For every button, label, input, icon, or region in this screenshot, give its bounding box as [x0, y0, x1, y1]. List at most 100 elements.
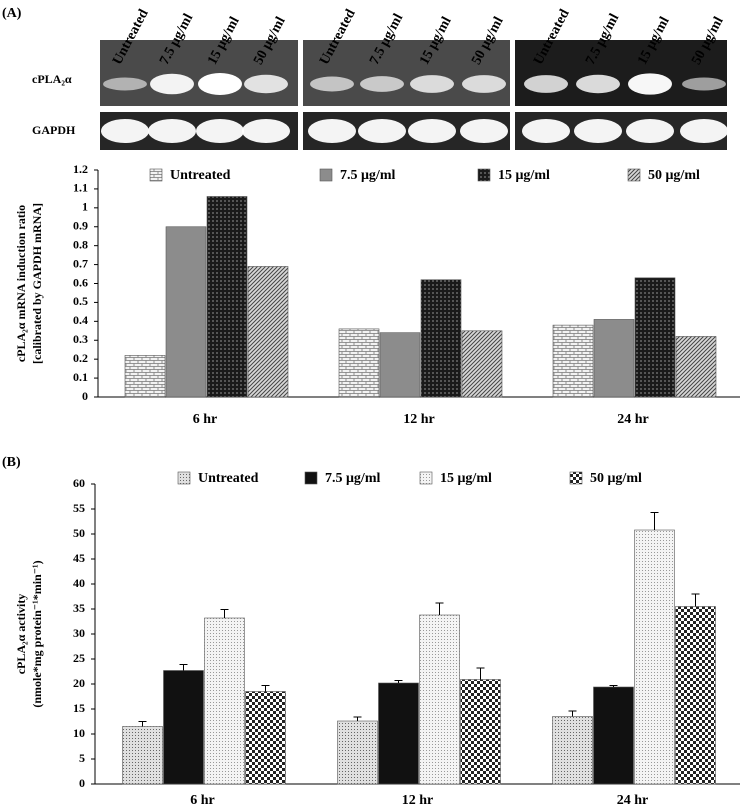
error-bar	[435, 602, 444, 615]
y-tick-label: 0	[82, 389, 88, 403]
y-tick-label: 55	[73, 501, 85, 515]
bar	[337, 720, 378, 785]
gel-band	[310, 76, 354, 92]
gel-band	[101, 119, 149, 143]
gel-band	[462, 75, 506, 93]
bar	[420, 279, 462, 398]
error-bar	[476, 667, 485, 680]
y-tick-label: 35	[73, 601, 85, 615]
bar	[552, 716, 593, 785]
gel-band	[576, 74, 620, 94]
bar	[593, 319, 635, 398]
y-tick-label: 0.5	[73, 294, 88, 308]
y-tick-label: 0.6	[73, 275, 88, 289]
gel-band	[522, 119, 570, 143]
legend-swatch	[304, 471, 318, 485]
y-axis-label: (nmole*mg protein⁻¹*min⁻¹)	[30, 560, 44, 707]
bar	[124, 355, 166, 398]
y-tick-label: 0.9	[73, 219, 88, 233]
legend-label: 7.5 μg/ml	[325, 471, 380, 486]
bar	[675, 606, 716, 785]
gel-band	[196, 119, 244, 143]
gel-band	[628, 73, 672, 95]
y-axis-label: cPLA₂α mRNA induction ratio	[14, 205, 28, 362]
y-tick-label: 10	[73, 726, 85, 740]
y-tick-label: 25	[73, 651, 85, 665]
gel-band	[198, 73, 242, 95]
bar	[634, 529, 675, 785]
x-tick-label: 12 hr	[403, 412, 435, 427]
gel-panel	[100, 40, 298, 106]
gel-band	[626, 119, 674, 143]
y-tick-label: 0.4	[73, 313, 88, 327]
bar	[165, 226, 207, 398]
gel-band	[574, 119, 622, 143]
error-bar	[353, 716, 362, 721]
bar	[206, 196, 248, 398]
error-bar	[650, 512, 659, 530]
y-tick-label: 1.1	[73, 181, 88, 195]
x-tick-label: 6 hr	[193, 412, 218, 427]
gel-row-label: cPLA₂α	[32, 72, 72, 86]
error-bar	[179, 664, 188, 671]
bar	[122, 726, 163, 785]
legend-swatch	[627, 168, 641, 182]
bar	[204, 617, 245, 785]
y-tick-label: 0.1	[73, 370, 88, 384]
gel-band	[360, 76, 404, 92]
y-tick-label: 0.3	[73, 332, 88, 346]
y-tick-label: 15	[73, 701, 85, 715]
legend-swatch	[177, 471, 191, 485]
legend-label: 15 μg/ml	[440, 471, 492, 486]
legend-label: 50 μg/ml	[648, 168, 700, 183]
legend-label: 50 μg/ml	[590, 471, 642, 486]
error-bar	[691, 593, 700, 607]
bar	[245, 691, 286, 785]
panel-label: (B)	[2, 455, 21, 470]
bar	[247, 266, 289, 398]
gel-row-label: GAPDH	[32, 123, 76, 137]
y-tick-label: 1.2	[73, 162, 88, 176]
x-tick-label: 6 hr	[190, 793, 215, 808]
x-tick-label: 24 hr	[617, 793, 649, 808]
y-tick-label: 0	[79, 776, 85, 790]
error-bar	[568, 710, 577, 717]
gel-band	[358, 119, 406, 143]
legend-swatch	[419, 471, 433, 485]
y-axis-label: cPLA₂α activity	[14, 594, 28, 675]
y-tick-label: 5	[79, 751, 85, 765]
gel-band	[308, 119, 356, 143]
error-bar	[261, 685, 270, 692]
y-tick-label: 0.2	[73, 351, 88, 365]
gel-band	[242, 119, 290, 143]
y-tick-label: 0.8	[73, 237, 88, 251]
y-tick-label: 40	[73, 576, 85, 590]
y-tick-label: 30	[73, 626, 85, 640]
bar	[552, 324, 594, 398]
bar	[593, 686, 634, 785]
y-axis-label: [calibrated by GAPDH mRNA]	[30, 203, 44, 364]
error-bar	[394, 680, 403, 683]
y-tick-label: 50	[73, 526, 85, 540]
legend-swatch	[319, 168, 333, 182]
bar	[378, 682, 419, 785]
error-bar	[609, 685, 618, 687]
legend-swatch	[477, 168, 491, 182]
y-tick-label: 0.7	[73, 256, 88, 270]
bar	[460, 679, 501, 785]
x-tick-label: 12 hr	[402, 793, 434, 808]
gel-panel	[515, 40, 727, 106]
legend-swatch	[569, 471, 583, 485]
legend-label: 7.5 μg/ml	[340, 168, 395, 183]
gel-band	[460, 119, 508, 143]
bar	[379, 332, 421, 398]
bar	[163, 670, 204, 785]
gel-band	[244, 74, 288, 94]
bar	[461, 330, 503, 398]
gel-band	[103, 77, 147, 91]
bar	[675, 336, 717, 398]
bar	[419, 614, 460, 785]
gel-band	[680, 119, 728, 143]
gel-band	[148, 119, 196, 143]
